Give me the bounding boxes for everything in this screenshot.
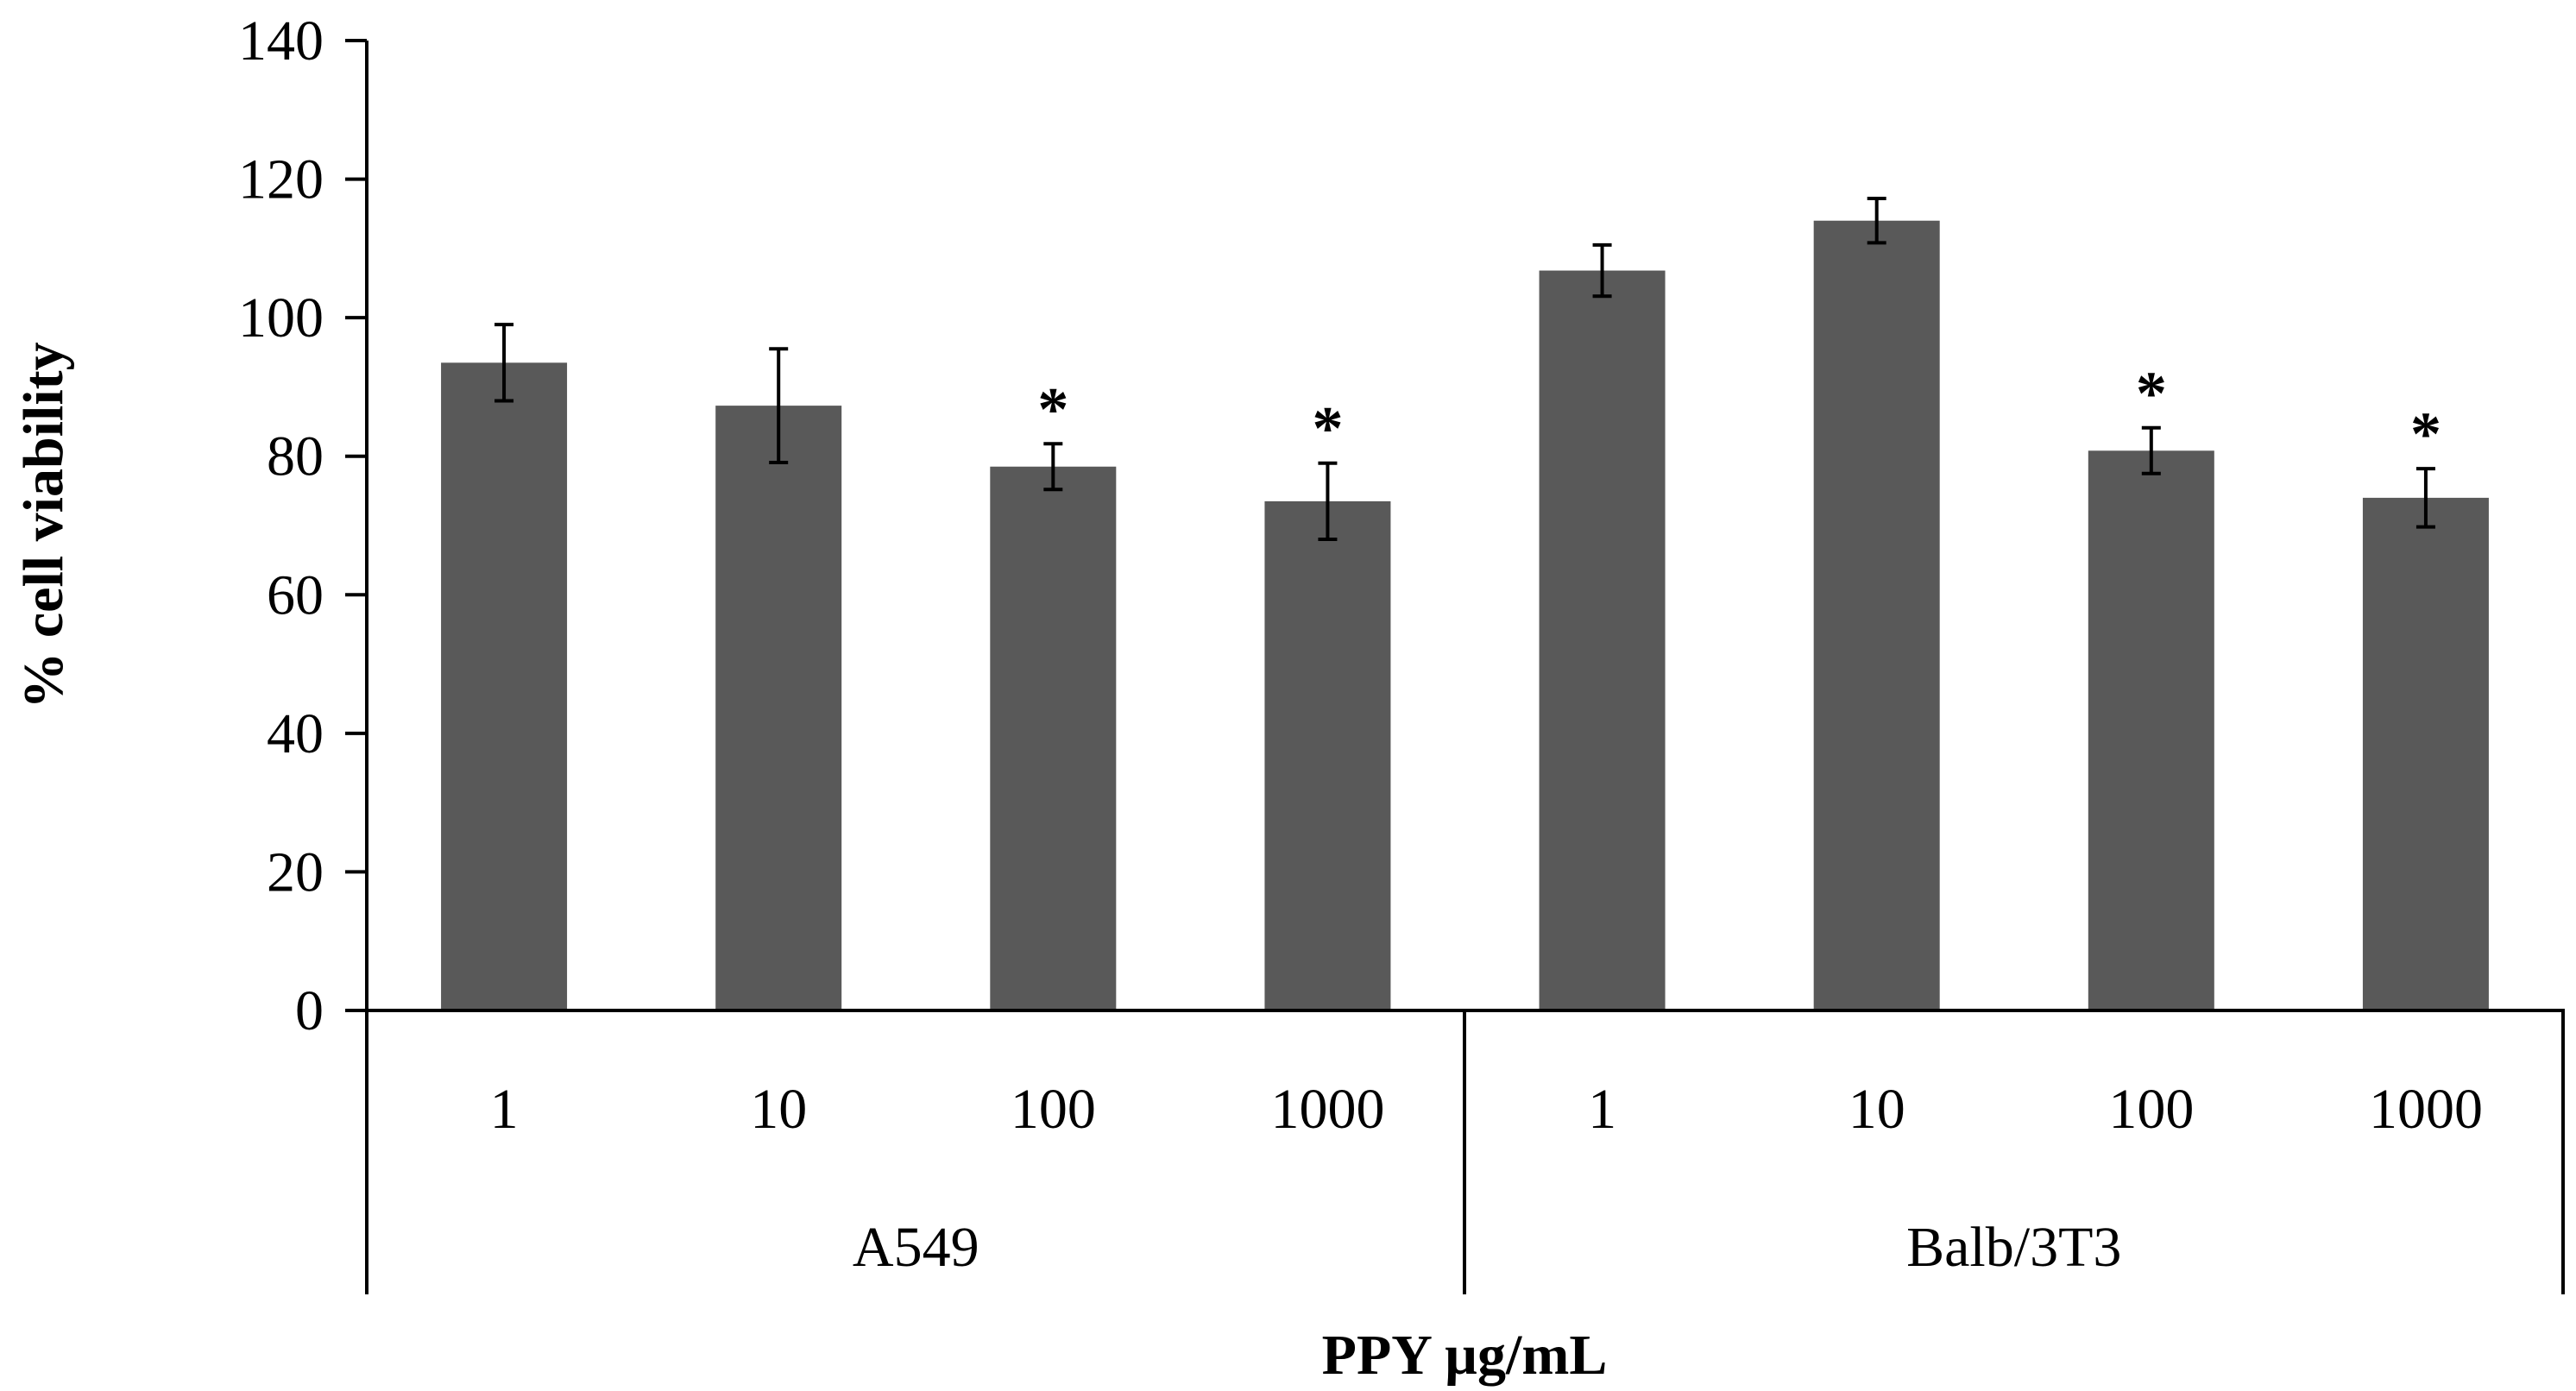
- x-tick-label: 1: [1588, 1078, 1616, 1141]
- x-tick-label: 100: [1011, 1078, 1096, 1141]
- bar: [1539, 270, 1666, 1010]
- y-axis-title: % cell viability: [12, 342, 75, 708]
- bar: [441, 362, 568, 1010]
- x-tick-label: 100: [2108, 1078, 2194, 1141]
- x-tick-label: 10: [750, 1078, 807, 1141]
- significance-marker: *: [2136, 359, 2167, 428]
- bars-layer: * * * *: [441, 197, 2489, 1010]
- x-tick-label: 1: [490, 1078, 519, 1141]
- x-tick-label: 1000: [1270, 1078, 1384, 1141]
- bar: [2362, 497, 2489, 1010]
- axes-layer: [345, 41, 2565, 1294]
- x-axis-title: PPY µg/mL: [1322, 1324, 1608, 1387]
- x-group-label: A549: [853, 1216, 979, 1279]
- bar: [1264, 500, 1391, 1010]
- y-tick-label: 80: [267, 425, 324, 488]
- x-tick-label: 1000: [2369, 1078, 2483, 1141]
- y-tick-label: 0: [295, 979, 324, 1042]
- y-tick-label: 120: [238, 148, 324, 211]
- bar: [2088, 450, 2214, 1010]
- x-tick-label: 10: [1849, 1078, 1905, 1141]
- bar: [715, 406, 842, 1010]
- significance-marker: *: [2410, 400, 2441, 469]
- y-tick-label: 140: [238, 9, 324, 72]
- x-labels-layer: 1 10 100 1000 A549 1 10 100 1000 Balb/3T3: [490, 1078, 2483, 1279]
- bar: [1813, 220, 1940, 1010]
- significance-marker: *: [1312, 394, 1343, 463]
- y-ticks-layer: 0 20 40 60 80 100 120 140: [238, 9, 367, 1042]
- x-group-label: Balb/3T3: [1906, 1216, 2121, 1279]
- y-tick-label: 40: [267, 702, 324, 765]
- y-tick-label: 20: [267, 840, 324, 903]
- bar: [990, 466, 1117, 1010]
- significance-marker: *: [1037, 374, 1068, 444]
- y-tick-label: 60: [267, 563, 324, 626]
- y-tick-label: 100: [238, 286, 324, 349]
